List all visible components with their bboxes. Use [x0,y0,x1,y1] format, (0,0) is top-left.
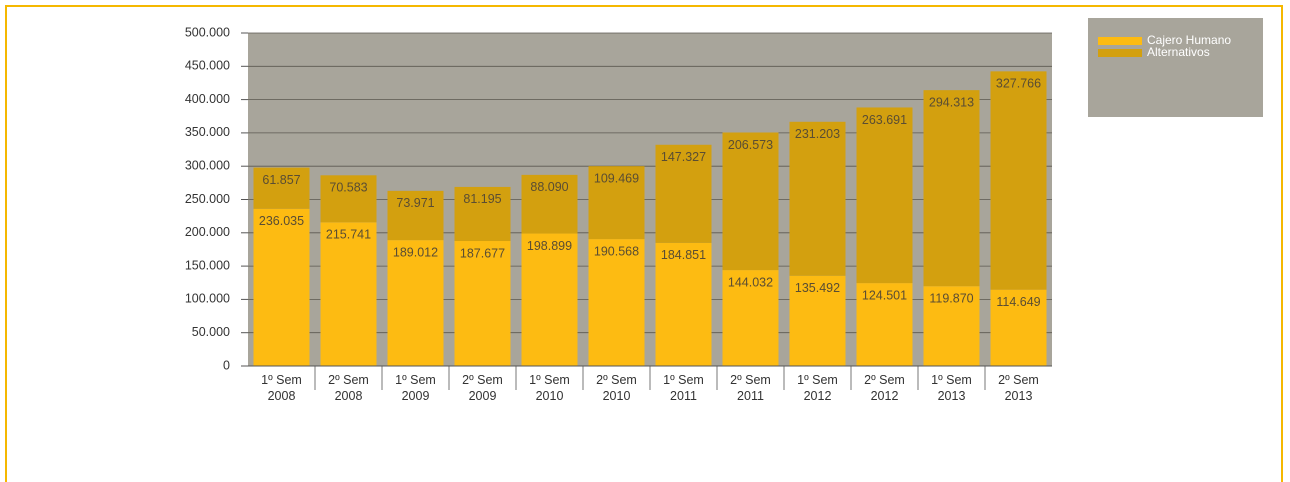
x-tick-label: 1º Sem 2009 [395,373,436,403]
x-tick-label: 2º Sem 2013 [998,373,1039,403]
value-label: 236.035 [259,214,304,228]
y-tick-label: 350.000 [185,125,230,139]
legend-label: Cajero Humano [1147,33,1231,47]
value-label: 119.870 [929,291,973,305]
x-tick-label: 2º Sem 2009 [462,373,503,403]
value-label: 124.501 [862,288,907,302]
y-tick-label: 500.000 [185,25,230,39]
x-tick-label: 1º Sem 2010 [529,373,570,403]
x-tick-label: 1º Sem 2011 [663,373,704,403]
x-tick-label: 1º Sem 2013 [931,373,972,403]
bar-segment [588,166,645,240]
value-label: 61.857 [262,173,300,187]
value-label: 114.649 [996,295,1040,309]
value-label: 135.492 [795,281,840,295]
bar-segment [521,233,578,366]
value-label: 231.203 [795,127,840,141]
value-label: 190.568 [594,244,639,258]
legend-label: Alternativos [1147,45,1210,59]
value-label: 198.899 [527,239,572,253]
bar-segment [387,240,444,366]
bar-segment [923,90,980,287]
value-label: 215.741 [326,228,371,242]
x-tick-label: 2º Sem 2010 [596,373,637,403]
bar-segment [521,174,578,234]
bar-segment [387,190,444,241]
bar-segment [253,167,310,209]
bar-segment [320,175,377,223]
bar-segment [320,222,377,366]
value-label: 147.327 [661,150,706,164]
value-label: 189.012 [393,245,438,259]
bar-segment [454,186,511,242]
bar-segment [789,121,846,276]
y-tick-label: 300.000 [185,158,230,172]
bar-segment [722,132,779,271]
value-label: 187.677 [460,246,505,260]
legend-swatch [1098,37,1142,45]
y-tick-label: 400.000 [185,92,230,106]
value-label: 109.469 [594,171,639,185]
legend-swatch [1098,49,1142,57]
bar-segment [856,107,913,284]
value-label: 70.583 [329,181,367,195]
bar-segment [722,270,779,366]
value-label: 73.971 [396,196,434,210]
x-tick-label: 2º Sem 2012 [864,373,905,403]
value-label: 144.032 [728,275,773,289]
y-tick-label: 0 [223,358,230,372]
y-tick-label: 150.000 [185,258,230,272]
bar-segment [990,71,1047,290]
bar-segment [655,242,712,366]
value-label: 184.851 [661,248,706,262]
y-tick-label: 50.000 [192,325,230,339]
y-tick-label: 250.000 [185,192,230,206]
frame [5,5,1283,482]
bar-segment [454,241,511,366]
bar-segment [990,289,1047,366]
value-label: 206.573 [728,138,773,152]
bar-segment [856,283,913,366]
value-label: 294.313 [929,95,974,109]
y-tick-label: 450.000 [185,59,230,73]
x-tick-label: 2º Sem 2008 [328,373,369,403]
x-tick-label: 1º Sem 2008 [261,373,302,403]
value-label: 327.766 [996,77,1041,91]
value-label: 263.691 [862,113,907,127]
value-label: 88.090 [530,180,568,194]
bar-segment [588,239,645,366]
y-tick-label: 200.000 [185,225,230,239]
bar-segment [253,208,310,366]
y-tick-label: 100.000 [185,292,230,306]
value-label: 81.195 [463,192,501,206]
bar-segment [789,275,846,366]
legend-box [1088,18,1263,117]
bar-segment [923,286,980,366]
x-tick-label: 1º Sem 2012 [797,373,838,403]
bar-segment [655,144,712,243]
x-tick-label: 2º Sem 2011 [730,373,771,403]
